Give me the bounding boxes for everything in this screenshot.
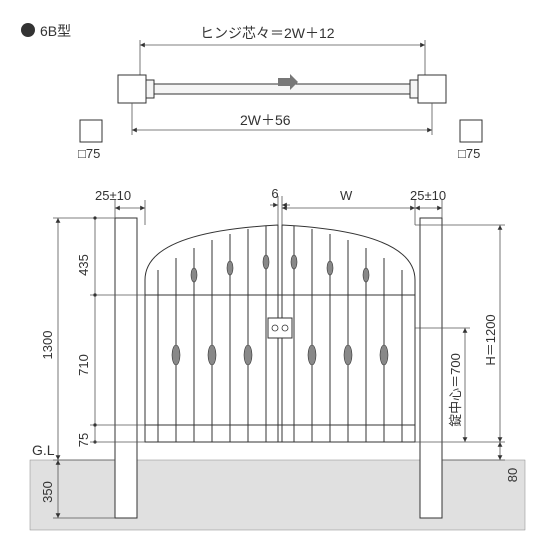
ground-label: G.L bbox=[32, 442, 55, 458]
post-size-right: □75 bbox=[458, 146, 480, 161]
post-size-left: □75 bbox=[78, 146, 100, 161]
lock-center: 錠中心＝700 bbox=[448, 353, 463, 427]
hinge-center-label: ヒンジ芯々＝2W＋12 bbox=[200, 25, 335, 41]
top-view: ヒンジ芯々＝2W＋12 2W＋56 □75 □75 bbox=[78, 25, 482, 161]
gate-drawing: 6B型 ヒンジ芯々＝2W＋12 2W＋56 □75 □75 G.L bbox=[0, 0, 550, 550]
dims-top: 25±10 6 W 25±10 bbox=[95, 186, 446, 225]
overall-width-label: 2W＋56 bbox=[240, 112, 291, 128]
h710: 710 bbox=[76, 354, 91, 376]
h75: 75 bbox=[76, 433, 91, 447]
ground bbox=[30, 460, 525, 530]
ground-clear: 80 bbox=[505, 468, 520, 482]
front-view: G.L bbox=[30, 186, 525, 530]
post-left-top bbox=[118, 75, 146, 103]
embed: 350 bbox=[40, 481, 55, 503]
gate-leaves bbox=[145, 225, 415, 442]
post-right bbox=[420, 218, 442, 518]
gap-right: 25±10 bbox=[410, 188, 446, 203]
post-right-top bbox=[418, 75, 446, 103]
title-bullet bbox=[21, 23, 35, 37]
h435: 435 bbox=[76, 254, 91, 276]
leaf-width: W bbox=[340, 188, 353, 203]
model-title: 6B型 bbox=[40, 23, 71, 39]
total-height: H＝1200 bbox=[483, 314, 498, 365]
gap-left: 25±10 bbox=[95, 188, 131, 203]
h1300: 1300 bbox=[40, 331, 55, 360]
gap-center: 6 bbox=[271, 186, 278, 201]
post-left bbox=[115, 218, 137, 518]
